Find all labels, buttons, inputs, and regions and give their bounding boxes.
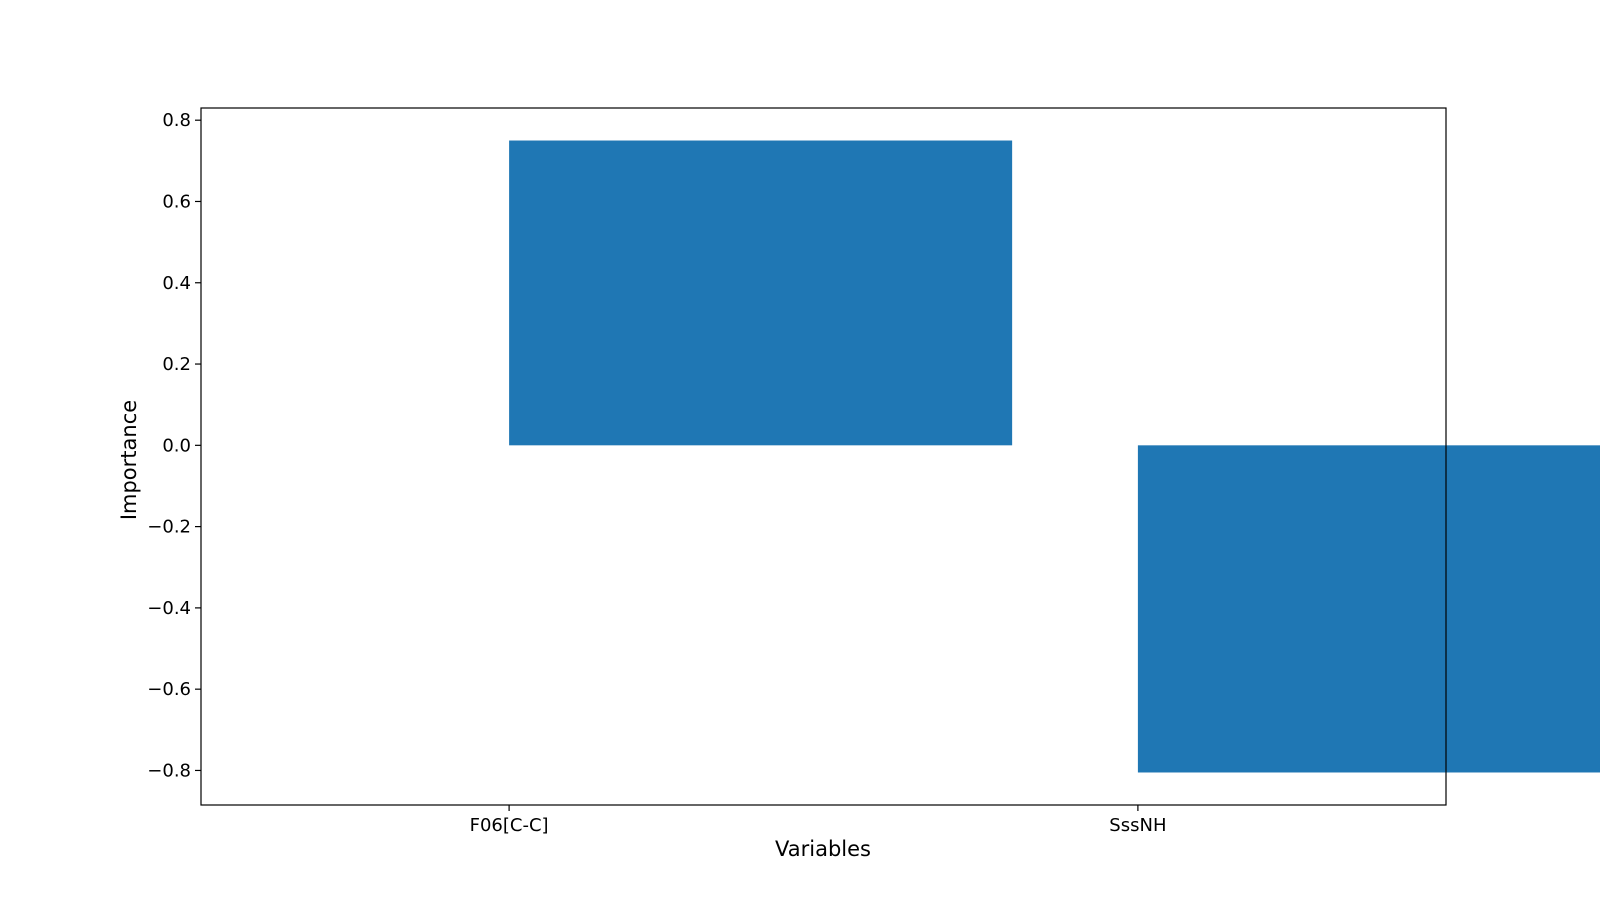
y-axis: 0.8 0.6 0.4 0.2 0.0 −0.2 −0.4 −0.6 −0.8 <box>147 110 201 781</box>
x-tick-label: F06[C-C] <box>470 815 549 836</box>
x-axis: F06[C-C] SssNH <box>470 805 1166 836</box>
bar-f06-c-c <box>509 140 1013 446</box>
y-tick-label: −0.4 <box>147 598 191 619</box>
y-tick-label: 0.4 <box>162 273 191 294</box>
y-tick-label: −0.8 <box>147 760 191 781</box>
y-tick-label: 0.0 <box>162 435 191 456</box>
bar-sssnh <box>1137 445 1600 773</box>
x-axis-label: Variables <box>775 837 871 861</box>
y-tick-label: 0.2 <box>162 354 191 375</box>
bars-layer <box>509 140 1600 773</box>
y-tick-label: −0.2 <box>147 517 191 538</box>
y-axis-label: Importance <box>117 400 141 520</box>
y-tick-label: 0.6 <box>162 191 191 212</box>
x-tick-label: SssNH <box>1109 815 1166 836</box>
y-tick-label: 0.8 <box>162 110 191 131</box>
y-tick-label: −0.6 <box>147 679 191 700</box>
plot-frame <box>200 107 1447 806</box>
